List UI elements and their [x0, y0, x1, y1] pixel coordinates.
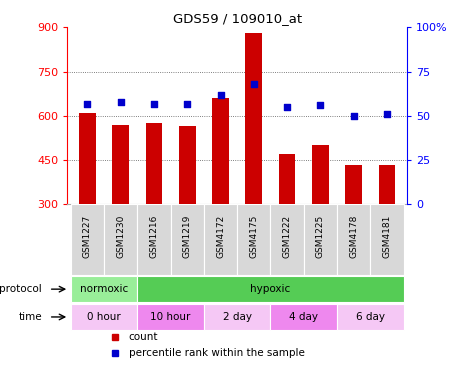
Text: normoxic: normoxic	[80, 284, 128, 294]
FancyBboxPatch shape	[204, 205, 237, 275]
Text: GSM1227: GSM1227	[83, 215, 92, 258]
Text: GSM4172: GSM4172	[216, 215, 225, 258]
Text: GSM4181: GSM4181	[382, 215, 392, 258]
Point	[217, 92, 224, 98]
Text: GSM1219: GSM1219	[183, 215, 192, 258]
Text: time: time	[18, 312, 42, 322]
FancyBboxPatch shape	[137, 304, 204, 330]
Text: GSM1225: GSM1225	[316, 215, 325, 258]
Bar	[312, 145, 329, 205]
Bar	[279, 154, 295, 205]
FancyBboxPatch shape	[137, 205, 171, 275]
Text: 2 day: 2 day	[223, 312, 252, 322]
Point	[283, 104, 291, 110]
Point	[350, 113, 357, 119]
Text: GSM4178: GSM4178	[349, 215, 358, 258]
FancyBboxPatch shape	[304, 205, 337, 275]
Text: GSM1230: GSM1230	[116, 215, 125, 258]
Point	[250, 81, 258, 87]
FancyBboxPatch shape	[104, 205, 137, 275]
FancyBboxPatch shape	[137, 276, 404, 302]
Bar	[113, 125, 129, 205]
FancyBboxPatch shape	[271, 205, 304, 275]
FancyBboxPatch shape	[337, 304, 404, 330]
Text: 10 hour: 10 hour	[150, 312, 191, 322]
Point	[184, 101, 191, 107]
FancyBboxPatch shape	[271, 304, 337, 330]
Point	[383, 111, 391, 117]
Point	[317, 102, 324, 108]
FancyBboxPatch shape	[71, 205, 104, 275]
Bar	[79, 113, 96, 205]
Text: protocol: protocol	[0, 284, 42, 294]
Bar	[212, 98, 229, 205]
FancyBboxPatch shape	[337, 205, 370, 275]
Bar	[246, 33, 262, 205]
Text: 6 day: 6 day	[356, 312, 385, 322]
Point	[150, 101, 158, 107]
Text: 4 day: 4 day	[289, 312, 318, 322]
Text: GSM4175: GSM4175	[249, 215, 258, 258]
FancyBboxPatch shape	[71, 276, 137, 302]
Point	[84, 101, 91, 107]
Text: hypoxic: hypoxic	[250, 284, 291, 294]
Bar	[345, 165, 362, 205]
FancyBboxPatch shape	[171, 205, 204, 275]
Bar	[146, 123, 162, 205]
Text: GSM1216: GSM1216	[149, 215, 159, 258]
FancyBboxPatch shape	[237, 205, 271, 275]
FancyBboxPatch shape	[370, 205, 404, 275]
FancyBboxPatch shape	[204, 304, 271, 330]
Text: count: count	[128, 332, 158, 342]
FancyBboxPatch shape	[71, 304, 137, 330]
Text: 0 hour: 0 hour	[87, 312, 121, 322]
Title: GDS59 / 109010_at: GDS59 / 109010_at	[173, 12, 302, 25]
Bar	[379, 165, 395, 205]
Point	[117, 99, 125, 105]
Text: percentile rank within the sample: percentile rank within the sample	[128, 348, 305, 358]
Text: GSM1222: GSM1222	[283, 215, 292, 258]
Bar	[179, 126, 196, 205]
